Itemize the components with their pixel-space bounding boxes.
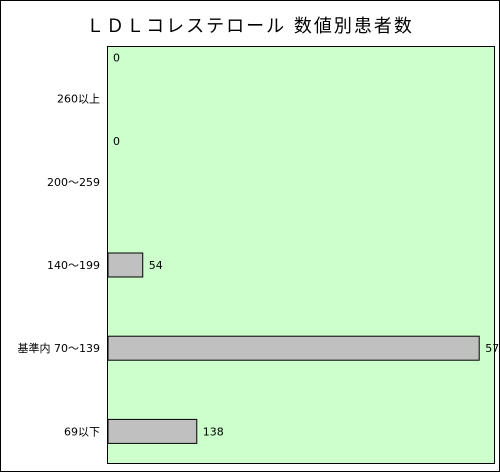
value-label: 138	[203, 425, 224, 438]
category-label: 基準内 70～139	[18, 341, 101, 355]
category-label: 260以上	[57, 93, 100, 106]
value-label: 54	[149, 259, 163, 272]
value-label: 577	[485, 342, 500, 355]
category-label: 140～199	[47, 259, 100, 272]
category-label: 200～259	[47, 176, 100, 189]
chart-title: ＬＤＬコレステロール 数値別患者数	[86, 16, 414, 37]
plot-area	[107, 46, 495, 464]
bar	[107, 252, 144, 278]
value-label: 0	[113, 135, 120, 148]
bar	[107, 335, 480, 361]
category-label: 69以下	[64, 425, 100, 438]
value-label: 0	[113, 52, 120, 65]
bar	[107, 418, 198, 444]
